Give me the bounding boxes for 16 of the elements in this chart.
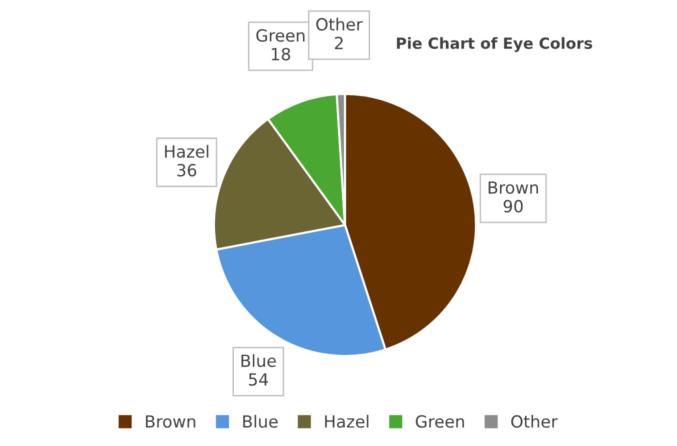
slice-label: Brown [488, 181, 538, 194]
legend-label: Brown [146, 415, 196, 428]
data-label: 90 [504, 200, 523, 213]
text: Pie Chart of Eye Colors [396, 37, 592, 52]
slice-label: Hazel [165, 144, 208, 158]
legend-label: Hazel [325, 414, 368, 428]
slice-label: Blue [242, 354, 276, 368]
legend-label: Blue [243, 414, 278, 428]
legend-label: Other [511, 414, 558, 428]
data-label: 2 [334, 36, 343, 50]
legend-label: Green [416, 415, 464, 428]
data-label: 36 [177, 164, 196, 176]
data-label: 18 [272, 48, 290, 60]
slice-label: Green [256, 29, 304, 42]
data-label: 54 [248, 373, 268, 386]
slice-label: Other [316, 18, 363, 31]
